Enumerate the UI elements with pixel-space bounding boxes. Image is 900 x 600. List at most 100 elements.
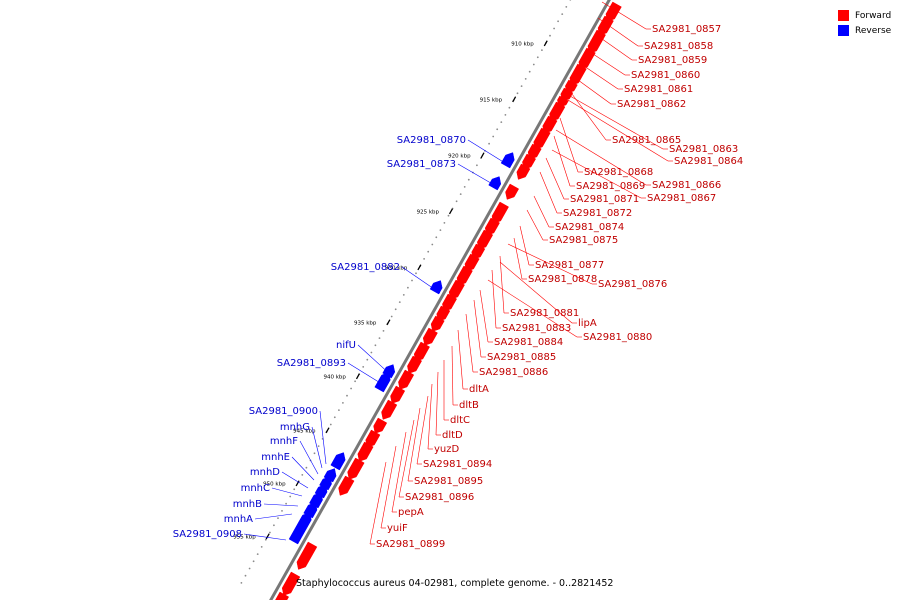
forward-gene-label[interactable]: SA2981_0860 xyxy=(631,70,700,81)
genome-backbone xyxy=(269,0,611,600)
forward-gene-label[interactable]: dltB xyxy=(459,400,479,411)
forward-gene-label[interactable]: SA2981_0885 xyxy=(487,352,556,363)
forward-gene[interactable] xyxy=(281,571,301,596)
forward-gene[interactable] xyxy=(338,475,355,496)
forward-gene-label[interactable]: SA2981_0867 xyxy=(647,193,716,204)
forward-gene-label[interactable]: SA2981_0884 xyxy=(494,337,563,348)
reverse-gene[interactable] xyxy=(330,452,346,471)
forward-gene-label[interactable]: SA2981_0868 xyxy=(584,167,653,178)
forward-leader xyxy=(465,313,474,373)
forward-gene[interactable] xyxy=(505,183,520,200)
reverse-gene-label[interactable]: mnhD xyxy=(250,467,280,478)
forward-gene[interactable] xyxy=(407,355,423,374)
reverse-gene[interactable] xyxy=(500,152,515,169)
legend-reverse[interactable]: Reverse xyxy=(838,23,891,38)
reverse-gene-label[interactable]: mnhF xyxy=(270,436,298,447)
reverse-gene-label[interactable]: SA2981_0873 xyxy=(387,159,456,170)
reverse-leader xyxy=(243,533,287,541)
forward-gene-label[interactable]: SA2981_0883 xyxy=(502,323,571,334)
forward-leader xyxy=(513,237,523,280)
legend-forward[interactable]: Forward xyxy=(838,8,891,23)
ruler-dot xyxy=(407,286,409,289)
forward-gene-label[interactable]: SA2981_0862 xyxy=(617,99,686,110)
forward-gene[interactable] xyxy=(357,441,374,462)
forward-gene-label[interactable]: SA2981_0894 xyxy=(423,459,492,470)
forward-gene-label[interactable]: SA2981_0875 xyxy=(549,235,618,246)
forward-gene-label[interactable]: SA2981_0880 xyxy=(583,332,652,343)
forward-gene-label[interactable]: SA2981_0881 xyxy=(510,308,579,319)
forward-gene-label[interactable]: SA2981_0865 xyxy=(612,135,681,146)
reverse-gene[interactable] xyxy=(374,372,391,393)
forward-leader xyxy=(569,95,664,150)
reverse-gene-label[interactable]: mnhC xyxy=(241,483,270,494)
forward-gene-label[interactable]: SA2981_0878 xyxy=(528,274,597,285)
forward-gene-label[interactable]: pepA xyxy=(398,507,424,518)
forward-gene-label[interactable]: lipA xyxy=(578,318,597,329)
reverse-swatch xyxy=(838,25,849,36)
forward-gene[interactable] xyxy=(347,457,365,480)
forward-gene-label[interactable]: SA2981_0863 xyxy=(669,144,738,155)
major-tick xyxy=(480,152,485,159)
forward-gene-label[interactable]: SA2981_0859 xyxy=(638,55,707,66)
ruler-dot xyxy=(532,63,535,66)
major-tick xyxy=(543,40,548,47)
forward-gene-label[interactable]: dltD xyxy=(442,430,463,441)
forward-gene-label[interactable]: SA2981_0899 xyxy=(376,539,445,550)
forward-gene-label[interactable]: yuiF xyxy=(387,523,408,534)
forward-gene[interactable] xyxy=(398,369,415,390)
reverse-gene-label[interactable]: mnhB xyxy=(233,499,262,510)
reverse-gene-label[interactable]: SA2981_0882 xyxy=(331,262,400,273)
forward-gene-label[interactable]: SA2981_0864 xyxy=(674,156,743,167)
ruler-dot xyxy=(549,34,551,37)
reverse-gene-label[interactable]: mnhE xyxy=(261,452,290,463)
forward-gene-label[interactable]: SA2981_0872 xyxy=(563,208,632,219)
forward-gene[interactable] xyxy=(422,327,438,346)
ruler-dot xyxy=(536,56,539,59)
forward-gene-label[interactable]: SA2981_0869 xyxy=(576,181,645,192)
forward-leader xyxy=(487,279,578,338)
reverse-gene-label[interactable]: SA2981_0908 xyxy=(173,529,242,540)
ruler-dot xyxy=(500,121,503,123)
forward-gene-label[interactable]: dltC xyxy=(450,415,470,426)
forward-gene[interactable] xyxy=(516,163,531,180)
reverse-gene-label[interactable]: nifU xyxy=(336,340,356,351)
forward-gene-label[interactable]: SA2981_0895 xyxy=(414,476,483,487)
forward-gene-label[interactable]: SA2981_0871 xyxy=(570,194,639,205)
reverse-gene-label[interactable]: mnhA xyxy=(224,514,253,525)
reverse-gene[interactable] xyxy=(288,512,312,545)
reverse-gene[interactable] xyxy=(488,176,502,191)
forward-gene-label[interactable]: SA2981_0861 xyxy=(624,84,693,95)
major-tick xyxy=(325,427,330,434)
major-tick xyxy=(386,319,391,326)
forward-gene-label[interactable]: SA2981_0858 xyxy=(644,41,713,52)
reverse-gene-label[interactable]: SA2981_0900 xyxy=(249,406,318,417)
forward-gene-label[interactable]: SA2981_0874 xyxy=(555,222,624,233)
reverse-leader xyxy=(457,163,497,187)
forward-gene[interactable] xyxy=(274,591,290,600)
ruler-dot xyxy=(338,409,340,411)
reverse-gene-label[interactable]: SA2981_0870 xyxy=(397,135,466,146)
ruler-dot xyxy=(317,445,320,447)
ruler-dot xyxy=(293,488,296,491)
reverse-gene-label[interactable]: SA2981_0893 xyxy=(277,358,346,369)
forward-gene-label[interactable]: SA2981_0866 xyxy=(652,180,721,191)
forward-gene-label[interactable]: SA2981_0876 xyxy=(598,279,667,290)
forward-gene[interactable] xyxy=(390,385,406,404)
ruler-dot xyxy=(431,243,434,246)
reverse-gene[interactable] xyxy=(429,280,443,295)
forward-gene[interactable] xyxy=(373,417,388,434)
forward-gene-label[interactable]: dltA xyxy=(469,384,489,395)
forward-gene-label[interactable]: SA2981_0877 xyxy=(535,260,604,271)
reverse-leader xyxy=(271,487,303,497)
forward-gene[interactable] xyxy=(430,315,445,332)
ruler-dot xyxy=(415,272,417,275)
reverse-gene-label[interactable]: mnhG xyxy=(280,422,310,433)
forward-gene-label[interactable]: SA2981_0896 xyxy=(405,492,474,503)
forward-gene[interactable] xyxy=(296,541,318,570)
forward-gene-label[interactable]: yuzD xyxy=(434,444,460,455)
ruler-dot xyxy=(402,294,405,296)
forward-gene-label[interactable]: SA2981_0857 xyxy=(652,24,721,35)
forward-gene[interactable] xyxy=(381,399,398,420)
ruler-dot xyxy=(463,186,466,188)
forward-gene-label[interactable]: SA2981_0886 xyxy=(479,367,548,378)
